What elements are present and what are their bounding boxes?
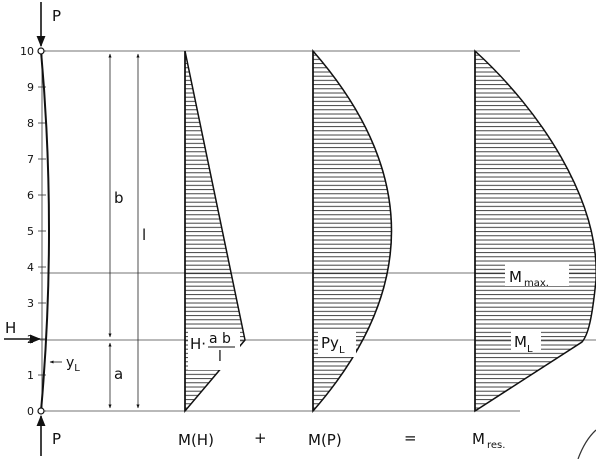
load-bottom-label: P [52,430,61,448]
dimension-l-label: l [142,226,146,244]
diagram-m-res-fill [474,49,596,413]
diagram-m-p-label-bg [318,331,356,357]
column-scale: 012345678910 [20,45,46,418]
dimension-b: b [108,53,124,338]
diagram-m-res-max-label-bg [505,264,569,286]
dimension-a: a [108,342,123,409]
column-tick-label-6: 6 [27,189,34,202]
column-tick-label-7: 7 [27,153,34,166]
diagram-m-h-label-num: a b [209,331,231,347]
diagram-m-res-l-label: ML [514,333,533,355]
dimension-b-label: b [114,189,124,207]
deflection-dimension: yL [49,355,80,374]
column-tick-label-4: 4 [27,261,34,274]
column-tick-label-0: 0 [27,405,34,418]
equals-sign: = [404,429,417,447]
column-deflected-shape [40,50,50,412]
dimension-a-label: a [114,365,123,383]
load-top: P [36,2,61,48]
column-tick-label-9: 9 [27,81,34,94]
column-tick-label-3: 3 [27,297,34,310]
column-tick-label-1: 1 [27,369,34,382]
column-tick-label-5: 5 [27,225,34,238]
diagram-m-p-caption: M(P) [308,431,342,449]
diagram-m-res-l-label-bg [511,330,541,352]
diagram-m-p-fill [312,48,393,414]
diagram-m-p: PyL M(P) [308,48,393,449]
diagram-m-p-label: PyL [321,334,345,356]
diagram-m-h: H· a b l M(H) [178,50,246,449]
diagram-m-h-label-pre: H· [190,335,206,353]
bottom-hinge [37,407,45,415]
page-corner-mark [577,429,596,459]
top-hinge [37,47,45,55]
deflection-label: yL [66,355,80,374]
plus-sign: + [254,429,267,447]
load-horizontal: H [4,319,42,344]
column-tick-label-10: 10 [20,45,34,58]
diagram-m-h-label-den: l [218,349,222,365]
load-horizontal-label: H [5,319,16,337]
diagram-m-h-label-bg [188,330,240,370]
load-bottom: P [36,414,61,456]
diagram-m-h-caption: M(H) [178,431,214,449]
dimension-l: l [136,53,146,409]
column-tick-label-8: 8 [27,117,34,130]
load-top-label: P [52,7,61,25]
